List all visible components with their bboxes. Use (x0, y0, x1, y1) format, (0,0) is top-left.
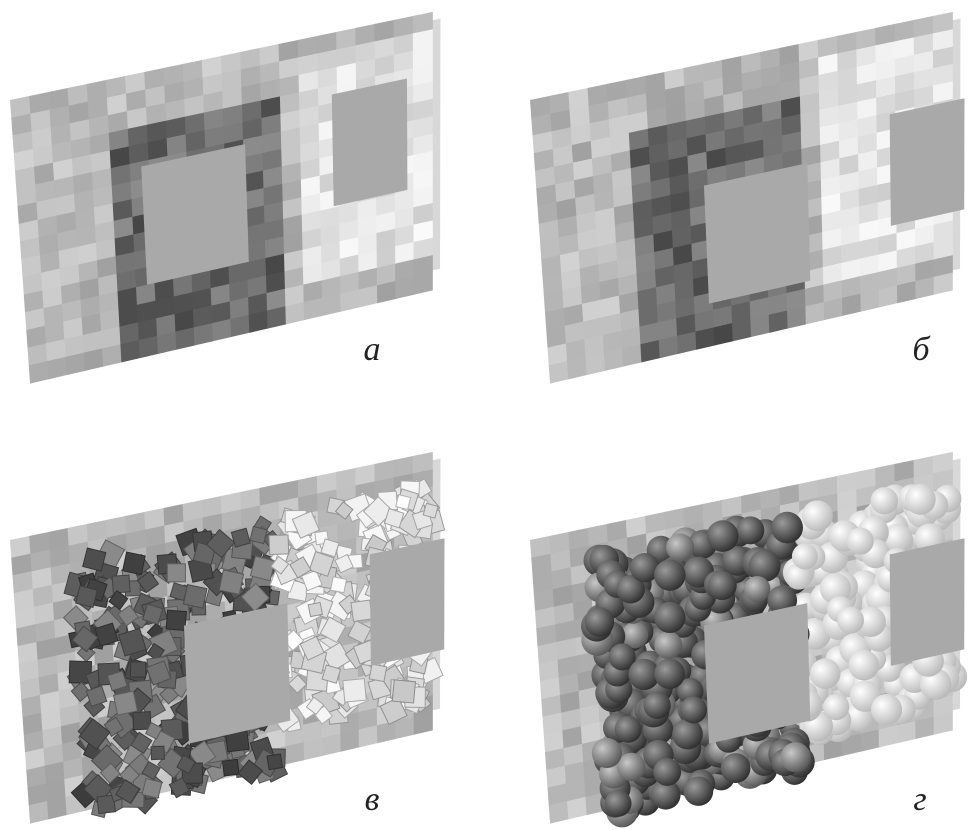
cube (351, 600, 372, 621)
sphere (802, 500, 833, 531)
cube (308, 602, 322, 616)
gray-block (370, 538, 445, 666)
sphere (823, 694, 849, 720)
sphere (615, 716, 642, 743)
cube (392, 680, 415, 703)
figure: а б в г (0, 0, 971, 830)
sphere (653, 758, 681, 786)
sphere (585, 607, 614, 636)
cube (166, 610, 186, 630)
sphere (848, 650, 879, 681)
gray-block (332, 79, 408, 207)
cube (76, 586, 98, 608)
panel-label: в (365, 781, 380, 818)
cube (151, 746, 164, 759)
cube (250, 556, 275, 581)
sphere (617, 753, 646, 782)
cube (112, 575, 130, 593)
sphere (905, 484, 936, 515)
sphere (643, 692, 670, 719)
cube (396, 495, 411, 510)
sphere (654, 559, 685, 590)
sphere (847, 528, 874, 555)
sphere (654, 631, 682, 659)
sphere (871, 694, 902, 725)
cube (183, 585, 206, 608)
panel-label: г (913, 781, 926, 818)
sphere (837, 607, 864, 634)
sphere (781, 742, 811, 772)
sphere (680, 696, 707, 723)
sphere (654, 658, 685, 689)
cube (123, 552, 146, 575)
gray-block (890, 538, 965, 666)
gray-block (704, 163, 810, 304)
sphere (684, 776, 713, 805)
cube (250, 526, 267, 543)
sphere (771, 512, 803, 544)
gray-block (704, 603, 810, 744)
cube (133, 712, 151, 730)
sphere (672, 719, 703, 750)
panel-label: б (912, 331, 931, 368)
panel (10, 452, 445, 824)
gray-block (141, 144, 249, 285)
gray-block (184, 603, 290, 744)
cube (222, 759, 239, 776)
sphere (792, 543, 818, 569)
sphere (810, 658, 841, 689)
sphere (592, 738, 622, 768)
cube (269, 535, 289, 555)
sphere (605, 790, 632, 817)
cube (231, 528, 250, 547)
panel-label: а (364, 331, 381, 368)
sphere (721, 753, 751, 783)
cube (331, 577, 347, 593)
panel (530, 452, 967, 828)
cube (167, 564, 185, 582)
sphere (736, 516, 764, 544)
sphere (654, 602, 685, 633)
sphere (707, 520, 739, 552)
cube (267, 754, 283, 770)
sphere (708, 571, 737, 600)
sphere (871, 487, 898, 514)
cube (219, 570, 243, 594)
gray-block (890, 98, 965, 226)
sphere (744, 576, 770, 602)
cube (423, 503, 438, 518)
cube (83, 548, 106, 571)
cube (343, 679, 366, 702)
cube (142, 779, 162, 799)
cube (114, 691, 138, 715)
sphere (666, 533, 694, 561)
cube (369, 664, 387, 682)
cube (130, 662, 145, 677)
